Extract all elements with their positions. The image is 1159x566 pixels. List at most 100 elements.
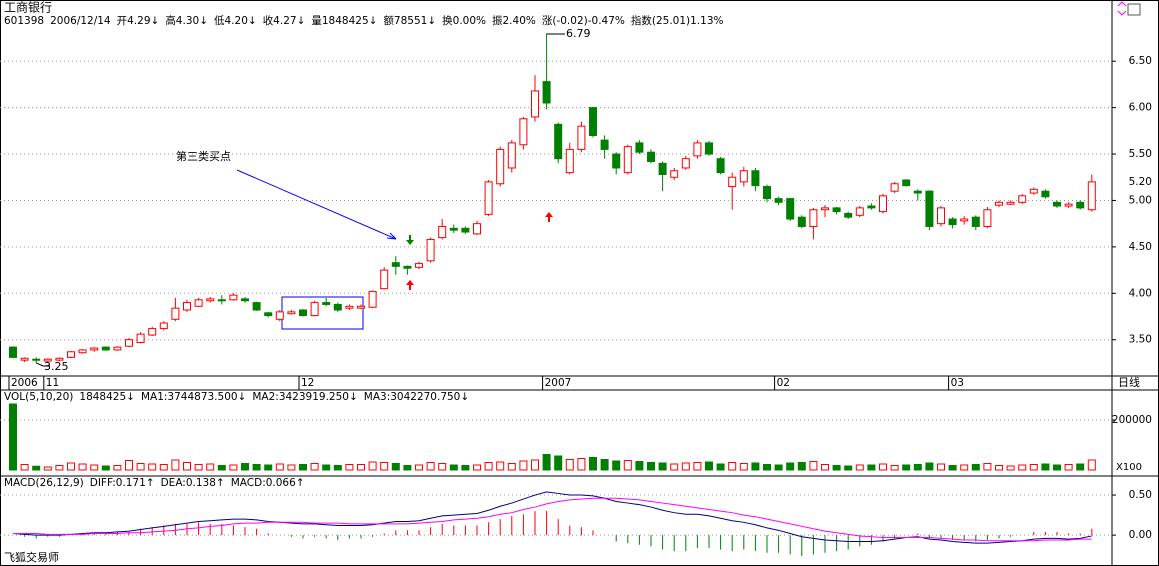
candle-body	[960, 218, 969, 222]
candle-body	[43, 358, 52, 362]
volume-bar	[971, 464, 980, 471]
y-tick-label: 0.50	[1129, 489, 1152, 501]
y-tick-label: 0.00	[1129, 529, 1152, 541]
header-item: 高4.30↓	[165, 14, 208, 27]
header-item: 601398	[4, 15, 44, 27]
volume-bar	[635, 461, 644, 471]
header-item: 低4.20↓	[214, 14, 257, 27]
volume-bar	[171, 459, 180, 471]
period-label: 日线	[1118, 375, 1140, 389]
x-tick-label: 02	[777, 377, 790, 389]
volume-bar	[693, 462, 702, 471]
y-tick-label: 6.50	[1129, 55, 1152, 67]
header-item: MA3:3042270.750↓	[364, 391, 469, 403]
volume-bar	[449, 464, 458, 471]
candle-body	[357, 305, 365, 309]
candle-body	[589, 107, 597, 136]
volume-bar	[913, 464, 922, 471]
volume-bar	[136, 463, 145, 471]
candle-body	[299, 309, 307, 317]
candle-body	[55, 357, 64, 361]
header-item: MACD:0.066↑	[231, 477, 305, 489]
candle-body	[438, 225, 447, 239]
candle-body	[78, 349, 87, 354]
volume-bar	[960, 464, 969, 471]
volume-bar	[67, 462, 75, 471]
header-item: 开4.29↓	[117, 15, 160, 27]
candle-body	[345, 305, 354, 309]
annotation: 第三类买点	[176, 149, 231, 163]
x-tick-label: 03	[951, 377, 964, 389]
y-tick-label: 5.00	[1129, 194, 1152, 206]
volume-bar	[531, 459, 539, 471]
candle-body	[125, 339, 133, 347]
buy-marker	[545, 212, 553, 222]
candle-body	[623, 146, 632, 174]
candle-body	[913, 190, 922, 194]
candle-body	[600, 139, 609, 150]
volume-bar	[937, 463, 945, 471]
candle-body	[693, 142, 702, 157]
volume-bar	[1006, 465, 1015, 471]
candle-body	[206, 298, 215, 302]
volume-bar	[879, 463, 887, 471]
volume-bar	[995, 465, 1003, 471]
volume-bar	[681, 462, 690, 471]
candle-body	[159, 322, 168, 330]
candle-body	[728, 176, 737, 188]
volume-bar	[751, 462, 760, 471]
volume-bar	[380, 462, 389, 471]
y-tick-label: 5.50	[1129, 148, 1152, 160]
candle-body	[531, 90, 539, 118]
volume-bar	[101, 465, 110, 471]
header-item: MA2:3423919.250↓	[252, 391, 357, 403]
dea-line	[13, 497, 1092, 542]
candle-body	[275, 311, 284, 320]
header-item: 额78551↓	[383, 14, 436, 27]
header-item: 收4.27↓	[263, 14, 306, 27]
volume-bar	[786, 462, 795, 471]
candle-body	[1006, 201, 1015, 205]
volume-bar	[484, 462, 493, 471]
candle-body	[542, 81, 551, 104]
volume-bar	[589, 457, 597, 471]
candle-body	[252, 302, 261, 311]
volume-bar	[983, 463, 992, 471]
candle-body	[449, 227, 458, 231]
current-price-label: 5.20	[1129, 176, 1152, 188]
candle-body	[565, 148, 574, 174]
candle-body	[507, 142, 516, 169]
y-tick-label: 6.00	[1129, 102, 1152, 114]
volume-bar	[217, 465, 226, 471]
volume-bar	[229, 464, 238, 471]
volume-bar	[159, 464, 168, 471]
window-icons[interactable]	[1117, 1, 1141, 16]
volume-bar	[183, 462, 191, 471]
candle-body	[310, 302, 319, 317]
volume-bar	[148, 463, 157, 471]
candle-body	[577, 125, 586, 150]
annotation-arrow	[236, 169, 397, 240]
candle-body	[519, 118, 528, 146]
volume-bar	[461, 465, 470, 471]
volume-bar	[902, 464, 911, 471]
header-item: 2006/12/14	[50, 15, 111, 27]
volume-bar	[194, 464, 203, 471]
candle-body	[1087, 181, 1096, 211]
restore-icon[interactable]	[1127, 3, 1141, 16]
header-item: 量1848425↓	[311, 15, 377, 27]
volume-bar	[763, 464, 771, 471]
candle-body	[241, 298, 249, 302]
volume-bar	[496, 461, 505, 471]
volume-bar	[322, 464, 331, 471]
volume-bar	[241, 463, 249, 471]
candle-body	[971, 216, 980, 227]
scroll-icon[interactable]	[1117, 1, 1127, 16]
volume-bar	[357, 464, 365, 471]
volume-bar	[855, 464, 864, 471]
candle-body	[287, 311, 296, 315]
volume-bar	[925, 462, 934, 471]
footer-label: 飞狐交易师	[4, 550, 59, 564]
candle-body	[136, 333, 145, 344]
